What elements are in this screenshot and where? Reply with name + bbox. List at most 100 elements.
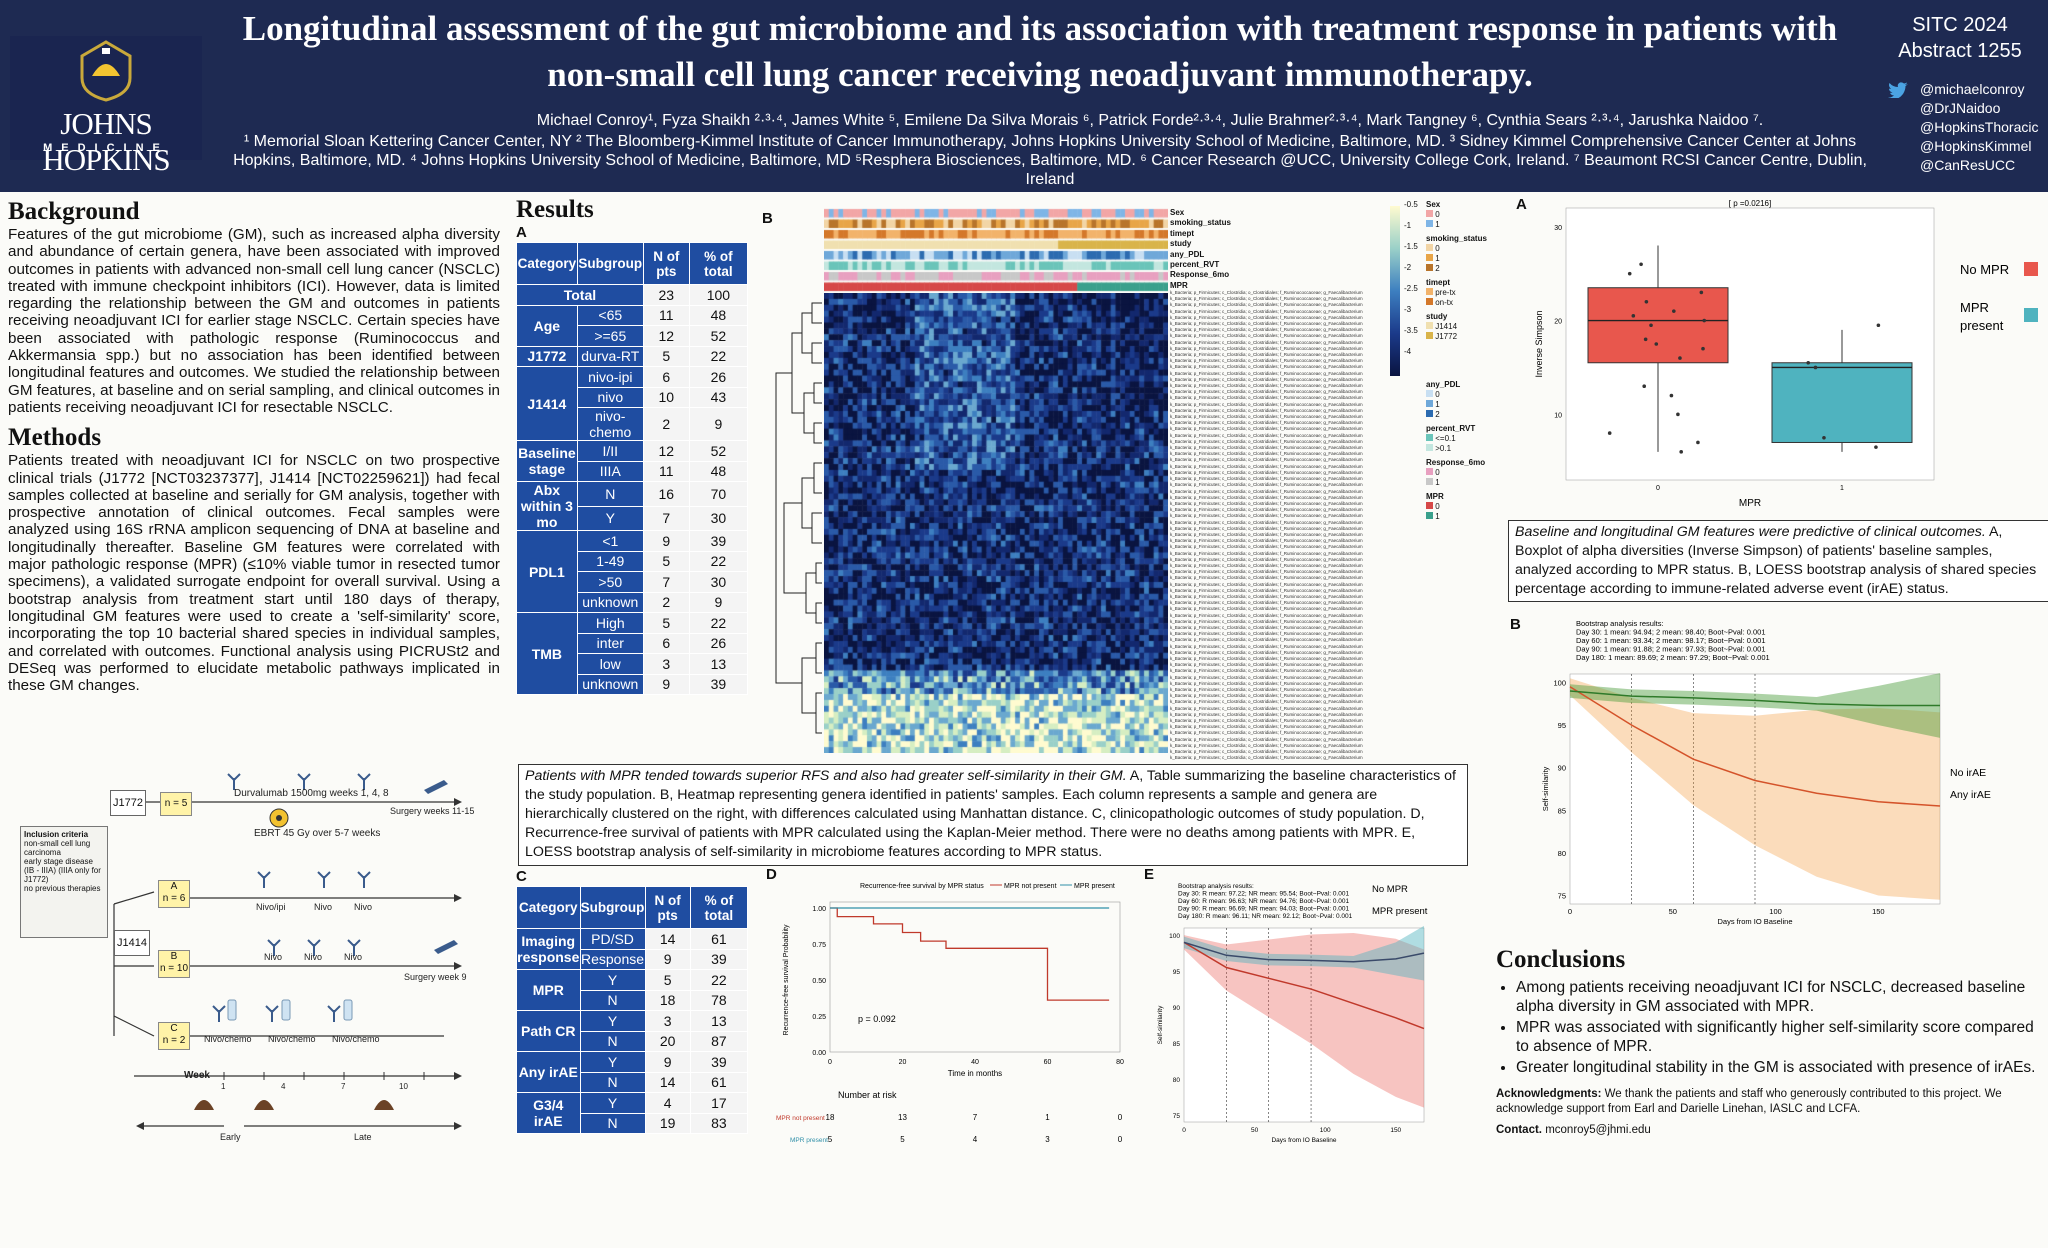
conclusions-heading: Conclusions xyxy=(1496,946,1626,973)
genus-label: k_Bacteria; p_Firmicutes; c_Clostridia; … xyxy=(1170,575,1363,581)
annotation-label: percent_RVT xyxy=(1170,260,1220,270)
box-xlabel: MPR xyxy=(1739,498,1761,509)
table-percent-cell: 39 xyxy=(689,1051,749,1073)
legend-text: 0 xyxy=(1435,390,1440,399)
legend-title: Response_6mo xyxy=(1426,458,1486,467)
table-percent-cell: 13 xyxy=(688,653,749,675)
week-label: Week xyxy=(184,1070,210,1081)
km-xtick: 20 xyxy=(899,1059,907,1066)
baseline-characteristics-table: Category Subgroup N of pts% of total Total… xyxy=(516,242,749,695)
legend-title: Sex xyxy=(1426,200,1441,209)
ytick: 75 xyxy=(1558,891,1566,900)
legend-label: No irAE xyxy=(1950,767,1986,779)
heatmap-annotations xyxy=(824,208,1168,292)
late-label: Late xyxy=(354,1132,372,1142)
table-row: Y 7 30 xyxy=(517,505,749,531)
handle: @michaelconroy xyxy=(1920,81,2025,97)
contact-email: mconroy5@jhmi.edu xyxy=(1542,1124,1651,1136)
legend-text: pre-tx xyxy=(1435,288,1456,297)
genus-label: k_Bacteria; p_Firmicutes; c_Clostridia; … xyxy=(1170,643,1363,649)
scale-label: -1.5 xyxy=(1404,242,1418,251)
series-line xyxy=(1183,941,1425,1030)
table-subgroup-cell: Y xyxy=(579,969,646,991)
handle: @HopkinsKimmel xyxy=(1920,138,2032,154)
ytick: 90 xyxy=(1558,764,1566,773)
table-row: Response 9 39 xyxy=(517,948,749,970)
table-percent-cell: 48 xyxy=(688,460,749,482)
j1772-box: J1772 xyxy=(110,790,146,816)
shield-icon xyxy=(80,40,132,102)
study-schema: J1772 n = 5 Durvalumab 1500mg weeks 1, 4… xyxy=(14,770,494,1160)
table-subgroup-cell: durva-RT xyxy=(576,345,644,367)
caption-lead: Patients with MPR tended towards superio… xyxy=(525,768,1127,784)
table-row: IIIA 11 48 xyxy=(517,460,749,482)
genus-label: k_Bacteria; p_Firmicutes; c_Clostridia; … xyxy=(1170,333,1363,339)
ebrt-label: EBRT 45 Gy over 5-7 weeks xyxy=(254,828,381,839)
legend-entry: 1 xyxy=(1426,220,1487,230)
risk-label-not: MPR not present xyxy=(776,1115,825,1122)
right-panel-a-label: A xyxy=(1516,196,1527,213)
table-count-cell: 11 xyxy=(642,460,690,482)
table-row: N 18 78 xyxy=(517,989,749,1011)
inclusion-item: non-small cell lung carcinoma xyxy=(24,839,91,857)
genus-label: k_Bacteria; p_Firmicutes; c_Clostridia; … xyxy=(1170,755,1363,760)
bootstrap-line: Day 60: R mean: 96.63; NR mean: 94.76; B… xyxy=(1178,898,1349,905)
table-row: N 20 87 xyxy=(517,1030,749,1052)
right-caption-lead: Baseline and longitudinal GM features we… xyxy=(1515,524,1986,540)
inclusion-item: no previous therapies xyxy=(24,884,101,893)
genus-label: k_Bacteria; p_Firmicutes; c_Clostridia; … xyxy=(1170,600,1363,606)
inverse-simpson-boxplot: [ p =0.0216] 30 20 10 0 1 Inverse Simpson MPR No… xyxy=(1534,199,2038,509)
results-caption: Patients with MPR tended towards superio… xyxy=(518,764,1468,866)
legend-label: Any irAE xyxy=(1950,789,1991,801)
bootstrap-line: Day 180: 1 mean: 89.69; 2 mean: 97.29; B… xyxy=(1576,653,1770,662)
ytick: 100 xyxy=(1169,933,1180,940)
heatmap-legend: -0.5 -1 -1.5 -2 -2.5 -3 -3.5 -4 Sex 0 1 smoking… xyxy=(1390,200,1487,522)
genus-label: k_Bacteria; p_Firmicutes; c_Clostridia; … xyxy=(1170,395,1363,401)
handle: @CanResUCC xyxy=(1920,157,2016,173)
legend-text: 1 xyxy=(1435,512,1440,521)
week-tick: 1 xyxy=(221,1082,226,1091)
genus-label: k_Bacteria; p_Firmicutes; c_Clostridia; … xyxy=(1170,687,1363,692)
table-percent-cell: 17 xyxy=(689,1092,749,1114)
series-line xyxy=(1183,941,1425,963)
scale-label: -2 xyxy=(1404,263,1412,272)
right-caption-text: A, Boxplot of alpha diversities (Inverse… xyxy=(1515,524,2037,597)
table-percent-cell: 39 xyxy=(688,673,749,695)
confidence-ribbon xyxy=(1184,925,1424,981)
background-text: Features of the gut microbiome (GM), suc… xyxy=(8,226,500,416)
table-row: PDL1 <1 9 39 xyxy=(516,530,749,613)
table-row: nivo-chemo 2 9 xyxy=(517,407,749,441)
genus-label: k_Bacteria; p_Firmicutes; c_Clostridia; … xyxy=(1170,488,1363,494)
nivo-label: Nivo xyxy=(344,952,363,962)
km-title: Recurrence-free survival by MPR status xyxy=(860,883,984,890)
table-subgroup-cell: >50 xyxy=(576,571,644,593)
table-category-cell: PDL1 xyxy=(516,530,578,613)
genus-label: k_Bacteria; p_Firmicutes; c_Clostridia; … xyxy=(1170,308,1363,314)
twitter-icon xyxy=(1888,82,1908,98)
genus-label: k_Bacteria; p_Firmicutes; c_Clostridia; … xyxy=(1170,624,1363,630)
ytick: 80 xyxy=(1558,849,1566,858)
table-row: Age <65 11 48 xyxy=(516,304,749,347)
kaplan-meier-chart: Recurrence-free survival by MPR status MP… xyxy=(776,883,1124,1144)
bootstrap-line: Day 30: 1 mean: 94.94; 2 mean: 98.40; Bo… xyxy=(1576,628,1766,637)
box-legend-yes-1: MPR xyxy=(1960,300,1989,315)
legend-text: 2 xyxy=(1435,410,1440,419)
table-count-cell: 3 xyxy=(644,1010,691,1032)
genus-label: k_Bacteria; p_Firmicutes; c_Clostridia; … xyxy=(1170,724,1363,730)
table-header-cell: Category xyxy=(516,242,578,285)
table-count-cell: 3 xyxy=(642,653,690,675)
table-row: >=65 12 52 xyxy=(517,325,749,347)
table-subgroup-cell: Y xyxy=(579,1092,646,1114)
conclusions: Conclusions Among patients receiving neo… xyxy=(1496,946,2036,1138)
legend-title: percent_RVT xyxy=(1426,424,1476,433)
bootstrap-line: Day 30: R mean: 97.22; NR mean: 95.54; B… xyxy=(1178,891,1349,898)
legend-text: >0.1 xyxy=(1435,444,1452,453)
right-panel-b-label: B xyxy=(1510,616,1521,633)
table-category-cell: MPR xyxy=(516,969,581,1011)
genus-label: k_Bacteria; p_Firmicutes; c_Clostridia; … xyxy=(1170,383,1363,389)
genus-label: k_Bacteria; p_Firmicutes; c_Clostridia; … xyxy=(1170,662,1363,668)
risk-not-value: 7 xyxy=(973,1113,978,1122)
genus-label: k_Bacteria; p_Firmicutes; c_Clostridia; … xyxy=(1170,655,1363,661)
table-subgroup-cell: Y xyxy=(579,1010,646,1032)
legend-text: J1414 xyxy=(1435,322,1458,331)
